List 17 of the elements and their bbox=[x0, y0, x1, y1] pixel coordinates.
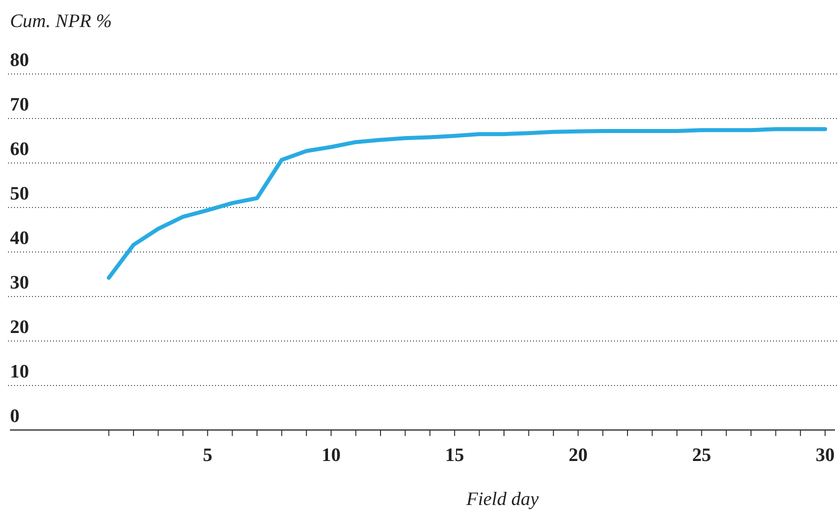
x-tick-label: 30 bbox=[816, 445, 835, 466]
y-tick-label: 60 bbox=[10, 139, 29, 160]
x-tick-label: 15 bbox=[445, 445, 464, 466]
x-tick-label: 10 bbox=[322, 445, 341, 466]
y-tick-label: 50 bbox=[10, 184, 29, 204]
x-tick-label: 25 bbox=[692, 445, 712, 466]
y-tick-label: 0 bbox=[10, 406, 20, 427]
y-tick-label: 30 bbox=[10, 272, 29, 294]
x-tick-label: 5 bbox=[202, 445, 212, 466]
y-tick-label: 40 bbox=[10, 228, 29, 249]
y-tick-label: 80 bbox=[10, 50, 29, 71]
y-axis-title: Cum. NPR % bbox=[10, 11, 112, 32]
x-axis-title: Field day bbox=[465, 489, 540, 510]
y-tick-label: 70 bbox=[10, 94, 29, 116]
y-tick-label: 10 bbox=[10, 362, 29, 382]
x-tick-label: 20 bbox=[568, 445, 588, 466]
y-tick-label: 20 bbox=[10, 317, 29, 338]
